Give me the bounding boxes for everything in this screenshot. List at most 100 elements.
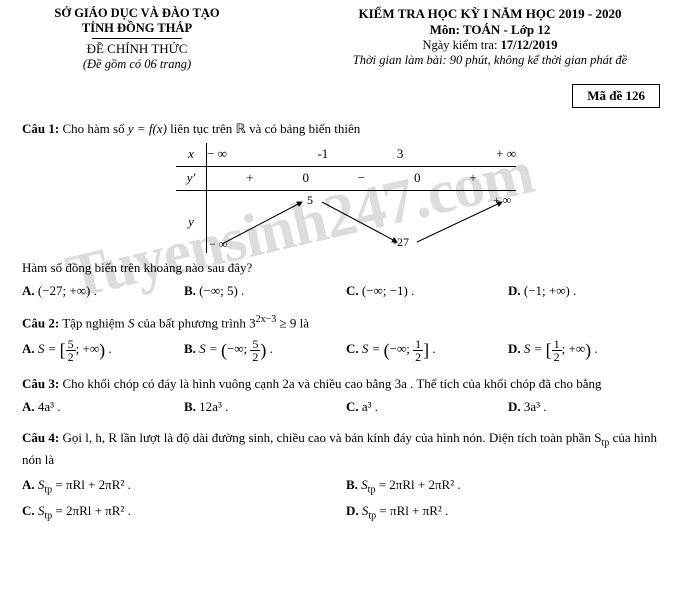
- opt-label-b: B.: [184, 341, 196, 356]
- q4-opt-c: C. Stp = 2πRl + πR² .: [22, 500, 346, 526]
- vt-y-posinf: + ∞: [493, 192, 511, 209]
- q1-opt-b: B. (−∞; 5) .: [184, 282, 346, 301]
- frac-n: 5: [66, 338, 76, 351]
- q1-d: (−1; +∞) .: [524, 283, 576, 298]
- opt-label-d: D.: [508, 341, 521, 356]
- q2-a-lhs: S =: [38, 341, 60, 356]
- date-value: 17/12/2019: [501, 38, 558, 52]
- frac-n: 1: [552, 338, 562, 351]
- opt-label-a: A.: [22, 477, 35, 492]
- header-left: SỞ GIÁO DỤC VÀ ĐÀO TẠO TỈNH ĐỒNG THÁP ĐỀ…: [22, 6, 252, 72]
- q2-text-b: của bất phương trình: [134, 315, 249, 330]
- opt-label-a: A.: [22, 341, 35, 356]
- vt-y-5: 5: [307, 192, 313, 209]
- vt-x-3: + ∞: [439, 143, 516, 166]
- frac-d: 2: [552, 351, 562, 363]
- opt-label-b: B.: [346, 477, 358, 492]
- vt-x-1: -1: [284, 143, 361, 166]
- vt-y-label: y: [176, 191, 207, 254]
- q2-opt-b: B. S = (−∞; 52) .: [184, 337, 346, 363]
- page-count: (Đề gồm có 06 trang): [22, 57, 252, 72]
- question-4: Câu 4: Gọi l, h, R lần lượt là độ dài đư…: [22, 429, 670, 526]
- subject-line: Môn: TOÁN - Lớp 12: [310, 22, 670, 38]
- q1-text-a: Cho hàm số: [59, 121, 128, 136]
- opt-label-d: D.: [508, 399, 521, 414]
- q2-d-frac: 12: [552, 338, 562, 363]
- q3-opt-b: B. 12a³ .: [184, 398, 346, 417]
- q3-a: 4a³ .: [38, 399, 61, 414]
- org-line-2: TỈNH ĐỒNG THÁP: [22, 21, 252, 36]
- q3-opt-a: A. 4a³ .: [22, 398, 184, 417]
- rparen-icon: ): [99, 340, 105, 360]
- rparen-icon: ): [585, 340, 591, 360]
- vt-yprime-row: y′ + 0 − 0 +: [176, 166, 516, 190]
- q1-opt-c: C. (−∞; −1) .: [346, 282, 508, 301]
- q1-c: (−∞; −1) .: [362, 283, 414, 298]
- q4-options: A. Stp = πRl + 2πR² . B. Stp = 2πRl + 2π…: [22, 474, 670, 526]
- q3-label: Câu 3:: [22, 376, 59, 391]
- q3-b: 12a³ .: [199, 399, 228, 414]
- vt-x-0: − ∞: [207, 143, 284, 166]
- q4-opt-b: B. Stp = 2πRl + 2πR² .: [346, 474, 670, 500]
- header-rule: [92, 38, 182, 39]
- q4-d: = πRl + πR² .: [376, 503, 448, 518]
- opt-label-d: D.: [346, 503, 359, 518]
- frac-d: 2: [66, 351, 76, 363]
- opt-label-d: D.: [508, 283, 521, 298]
- vt-arrows: [207, 194, 517, 250]
- vt-x-2: 3: [362, 143, 439, 166]
- q2-text-a: Tập nghiệm: [59, 315, 128, 330]
- q4-opt-d: D. Stp = πRl + πR² .: [346, 500, 670, 526]
- q1-a: (−27; +∞) .: [38, 283, 97, 298]
- q1-label: Câu 1:: [22, 121, 59, 136]
- q2-b-lhs: S =: [199, 341, 221, 356]
- question-3: Câu 3: Cho khối chóp có đáy là hình vuôn…: [22, 375, 670, 417]
- q2-options: A. S = [52; +∞) . B. S = (−∞; 52) . C. S…: [22, 337, 670, 363]
- q4-a: = πRl + 2πR² .: [52, 477, 131, 492]
- frac-n: 5: [250, 338, 260, 351]
- q2-c-lhs: S =: [362, 341, 384, 356]
- q2-a-frac: 52: [66, 338, 76, 363]
- q2-d-lhs: S =: [524, 341, 546, 356]
- q2-d-post: ; +∞: [562, 341, 585, 356]
- q1-text-b: liên tục trên: [167, 121, 236, 136]
- question-1: Câu 1: Cho hàm số y = f(x) liên tục trên…: [22, 120, 670, 301]
- q1-options: A. (−27; +∞) . B. (−∞; 5) . C. (−∞; −1) …: [22, 282, 670, 301]
- header-right: KIỂM TRA HỌC KỲ I NĂM HỌC 2019 - 2020 Mô…: [310, 6, 670, 72]
- exam-code: Mã đề 126: [572, 84, 660, 108]
- q4-opt-a: A. Stp = πRl + 2πR² .: [22, 474, 346, 500]
- q2-exp: 2x−3: [256, 314, 277, 325]
- q3-opt-d: D. 3a³ .: [508, 398, 670, 417]
- vt-y-27: -27: [393, 234, 409, 251]
- q3-text: Cho khối chóp có đáy là hình vuông cạnh …: [59, 376, 601, 391]
- opt-label-c: C.: [346, 283, 359, 298]
- q1-R: ℝ: [236, 121, 246, 136]
- official-label: ĐỀ CHÍNH THỨC: [22, 41, 252, 57]
- q4-d-sub: tp: [368, 511, 376, 522]
- vt-s-2: −: [319, 167, 405, 190]
- frac-n: 1: [413, 338, 423, 351]
- q2-b-neg: −∞;: [227, 341, 250, 356]
- exam-date: Ngày kiểm tra: 17/12/2019: [310, 38, 670, 53]
- vt-x-row: x − ∞ -1 3 + ∞: [176, 143, 516, 166]
- q2-a-post: ; +∞: [76, 341, 99, 356]
- opt-label-a: A.: [22, 399, 35, 414]
- q2-label: Câu 2:: [22, 315, 59, 330]
- rbracket-icon: ]: [423, 340, 429, 360]
- opt-label-c: C.: [346, 399, 359, 414]
- opt-label-c: C.: [22, 503, 35, 518]
- opt-label-b: B.: [184, 399, 196, 414]
- vt-y-neginf: − ∞: [209, 236, 227, 253]
- frac-d: 2: [413, 351, 423, 363]
- question-2: Câu 2: Tập nghiệm S của bất phương trình…: [22, 313, 670, 363]
- vt-y-body: 5 − ∞ -27 + ∞: [207, 194, 516, 250]
- q2-rhs: ≥ 9 là: [276, 315, 309, 330]
- q1-prompt: Hàm số đồng biến trên khoảng nào sau đây…: [22, 259, 670, 278]
- q3-opt-c: C. a³ .: [346, 398, 508, 417]
- q4-c-sub: tp: [44, 511, 52, 522]
- q2-opt-d: D. S = [12; +∞) .: [508, 337, 670, 363]
- q4-b: = 2πRl + 2πR² .: [375, 477, 460, 492]
- vt-s-0: +: [207, 167, 293, 190]
- q2-c-neg: −∞;: [390, 341, 413, 356]
- vt-s-4: +: [430, 167, 516, 190]
